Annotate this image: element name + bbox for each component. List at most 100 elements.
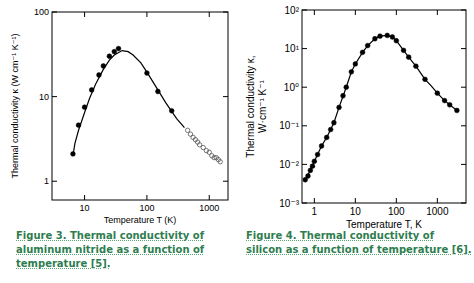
x-tick (209, 195, 210, 200)
data-point (82, 105, 87, 110)
x-axis-label: Temperature T, K (346, 219, 422, 230)
data-line (73, 51, 185, 156)
data-point (341, 93, 346, 98)
data-point (378, 34, 383, 39)
chart-1: 110100100010⁻³10⁻²10⁻¹10⁰10¹10²Temperatu… (245, 5, 466, 231)
data-point (349, 69, 354, 74)
data-area (71, 46, 223, 164)
data-point (390, 35, 395, 40)
y-tick (52, 12, 57, 13)
y-axis-label: W·cm⁻¹ K⁻¹ (257, 79, 268, 132)
page: 10 100 1000 1 10 100 Temperature T (K) Thermal … (0, 0, 474, 283)
data-area (303, 33, 459, 182)
x-tick-label: 1000 (199, 203, 219, 213)
y-tick-label: 10⁰ (284, 82, 299, 93)
x-tick-label: 1 (312, 206, 318, 217)
data-point (306, 174, 311, 179)
data-point (353, 62, 358, 67)
y-tick-label: 10⁻² (279, 159, 299, 170)
x-tick (84, 195, 85, 200)
y-tick (223, 181, 228, 182)
plot-frame (302, 10, 466, 203)
y-tick-label: 10² (285, 5, 300, 16)
y-tick (302, 164, 307, 165)
data-point (394, 38, 399, 43)
x-tick (146, 12, 147, 17)
data-point (365, 43, 370, 48)
figure-caption: Figure 4. Thermal conductivity of silico… (246, 229, 472, 257)
y-tick (52, 181, 57, 182)
data-point (218, 160, 222, 164)
x-tick (209, 12, 210, 17)
x-tick-label: 1000 (426, 206, 449, 217)
data-point (310, 164, 315, 169)
data-point (312, 159, 317, 164)
data-point (455, 108, 460, 113)
y-tick (461, 203, 466, 204)
y-tick (302, 48, 307, 49)
data-point (97, 73, 102, 78)
x-tick-label: 10 (80, 203, 90, 213)
y-axis-label: Thermal conductivity κ (W cm⁻¹ K⁻¹) (10, 33, 20, 178)
data-point (414, 64, 419, 69)
figure-caption: Figure 3. Thermal conductivity of alumin… (16, 229, 242, 271)
data-point (423, 77, 428, 82)
data-point (324, 135, 329, 140)
data-point (360, 50, 365, 55)
x-tick (314, 10, 315, 15)
data-point (76, 123, 81, 128)
data-point (155, 89, 160, 94)
data-point (89, 88, 94, 93)
data-point (332, 120, 337, 125)
data-point (185, 128, 189, 132)
data-point (435, 91, 440, 96)
data-line (305, 35, 457, 179)
data-point (101, 64, 106, 69)
y-tick (461, 48, 466, 49)
y-tick (461, 125, 466, 126)
x-tick (437, 198, 438, 203)
y-tick (302, 125, 307, 126)
y-tick (461, 87, 466, 88)
data-point (71, 152, 76, 157)
y-tick-label: 100 (34, 7, 49, 17)
x-tick (355, 198, 356, 203)
data-point (344, 85, 349, 90)
x-tick-label: 10 (350, 206, 362, 217)
data-point (328, 127, 333, 132)
data-point (107, 54, 112, 59)
data-point (112, 49, 117, 54)
y-tick (52, 96, 57, 97)
x-axis-label: Temperature T (K) (104, 215, 177, 225)
x-tick (314, 198, 315, 203)
y-tick (461, 164, 466, 165)
data-point (447, 102, 452, 107)
x-tick-label: 100 (139, 203, 154, 213)
data-point (337, 105, 342, 110)
x-tick (396, 198, 397, 203)
data-point (373, 36, 378, 41)
data-point (319, 144, 324, 149)
y-tick-label: 10¹ (285, 43, 300, 54)
y-axis-label: Thermal conductivity κ, (245, 55, 256, 157)
y-tick (461, 10, 466, 11)
x-tick (355, 10, 356, 15)
y-tick-label: 10⁻³ (279, 198, 299, 209)
x-tick-label: 100 (388, 206, 405, 217)
data-point (442, 98, 447, 103)
data-point (116, 46, 121, 51)
y-tick (302, 87, 307, 88)
y-tick (223, 96, 228, 97)
y-tick-label: 1 (44, 176, 49, 186)
plot-frame (52, 12, 228, 200)
y-tick-label: 10 (39, 92, 49, 102)
x-tick (396, 10, 397, 15)
data-point (315, 152, 320, 157)
data-point (385, 33, 390, 38)
y-tick (302, 203, 307, 204)
x-tick (437, 10, 438, 15)
y-tick (223, 12, 228, 13)
data-point (145, 71, 150, 76)
y-tick (302, 10, 307, 11)
data-point (169, 108, 174, 113)
